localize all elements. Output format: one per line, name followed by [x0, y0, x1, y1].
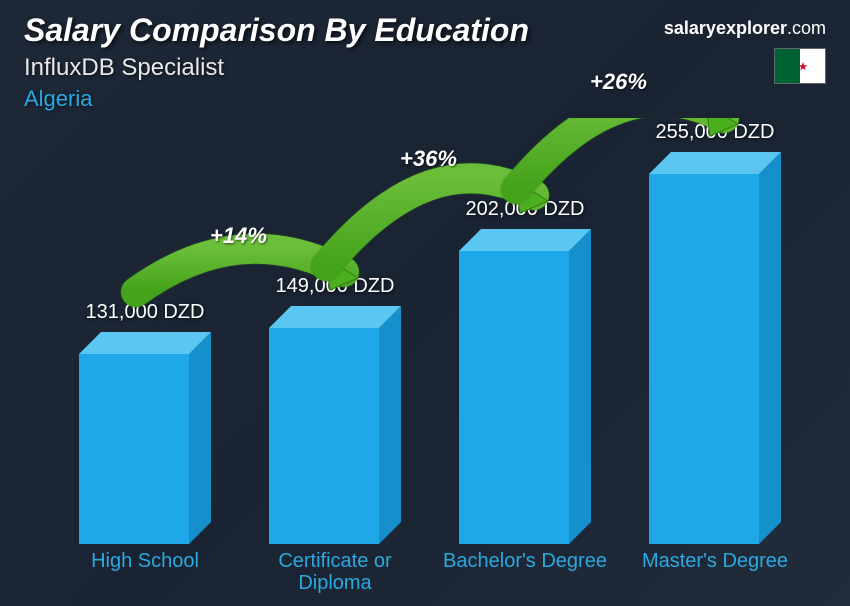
bar-group: 255,000 DZDMaster's Degree: [640, 152, 790, 544]
bar-top: [459, 229, 591, 251]
site-name: salaryexplorer: [664, 18, 787, 38]
chart-subtitle: InfluxDB Specialist: [24, 54, 224, 82]
bar-value: 255,000 DZD: [625, 121, 805, 144]
bar-side: [189, 332, 211, 544]
increase-label: +14%: [210, 223, 267, 249]
increase-label: +26%: [590, 69, 647, 95]
bar-group: 131,000 DZDHigh School: [70, 332, 220, 544]
bar-front: [79, 354, 189, 544]
bar-side: [379, 306, 401, 544]
bar-top: [649, 152, 781, 174]
bar-front: [269, 328, 379, 544]
site-brand: salaryexplorer.com: [664, 18, 826, 39]
bar-chart: 131,000 DZDHigh School 149,000 DZDCertifi…: [60, 118, 790, 588]
bar-value: 149,000 DZD: [245, 275, 425, 298]
bar-top: [269, 306, 401, 328]
bar-group: 202,000 DZDBachelor's Degree: [450, 229, 600, 544]
bar-side: [759, 152, 781, 544]
bar-value: 202,000 DZD: [435, 198, 615, 221]
increase-label: +36%: [400, 146, 457, 172]
bar-value: 131,000 DZD: [55, 301, 235, 324]
bar-top: [79, 332, 211, 354]
bar-group: 149,000 DZDCertificate or Diploma: [260, 306, 410, 544]
bar-label: Certificate or Diploma: [245, 550, 425, 594]
chart-country: Algeria: [24, 86, 92, 112]
country-flag-icon: [774, 48, 826, 84]
chart-title: Salary Comparison By Education: [24, 12, 529, 49]
bar-label: High School: [55, 550, 235, 572]
bar-front: [649, 174, 759, 544]
bar-label: Bachelor's Degree: [435, 550, 615, 572]
bar-side: [569, 229, 591, 544]
flag-emblem-icon: [788, 54, 812, 78]
site-suffix: .com: [787, 18, 826, 38]
bar-front: [459, 251, 569, 544]
bar-label: Master's Degree: [625, 550, 805, 572]
